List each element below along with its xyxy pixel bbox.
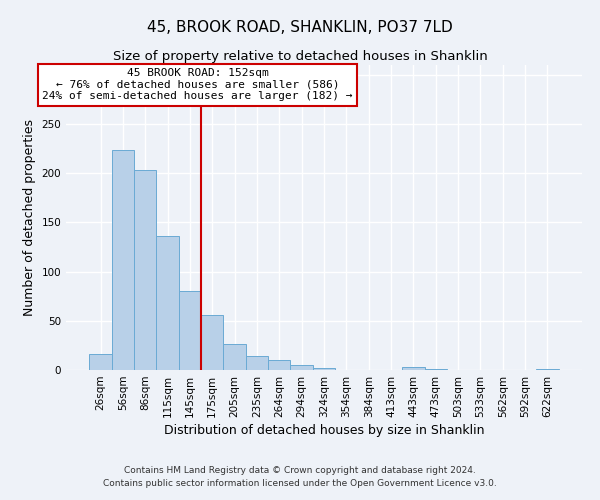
Bar — [112, 150, 134, 370]
Bar — [425, 369, 447, 370]
Bar — [268, 360, 290, 370]
Bar — [157, 236, 179, 370]
Bar — [246, 356, 268, 370]
Bar — [290, 365, 313, 370]
X-axis label: Distribution of detached houses by size in Shanklin: Distribution of detached houses by size … — [164, 424, 484, 437]
Bar — [223, 344, 246, 370]
Text: Size of property relative to detached houses in Shanklin: Size of property relative to detached ho… — [113, 50, 487, 63]
Text: 45, BROOK ROAD, SHANKLIN, PO37 7LD: 45, BROOK ROAD, SHANKLIN, PO37 7LD — [147, 20, 453, 35]
Text: 45 BROOK ROAD: 152sqm
← 76% of detached houses are smaller (586)
24% of semi-det: 45 BROOK ROAD: 152sqm ← 76% of detached … — [43, 68, 353, 101]
Bar — [89, 354, 112, 370]
Bar — [313, 368, 335, 370]
Bar — [536, 369, 559, 370]
Bar — [201, 315, 223, 370]
Y-axis label: Number of detached properties: Number of detached properties — [23, 119, 36, 316]
Bar — [402, 367, 425, 370]
Text: Contains HM Land Registry data © Crown copyright and database right 2024.
Contai: Contains HM Land Registry data © Crown c… — [103, 466, 497, 487]
Bar — [179, 292, 201, 370]
Bar — [134, 170, 157, 370]
